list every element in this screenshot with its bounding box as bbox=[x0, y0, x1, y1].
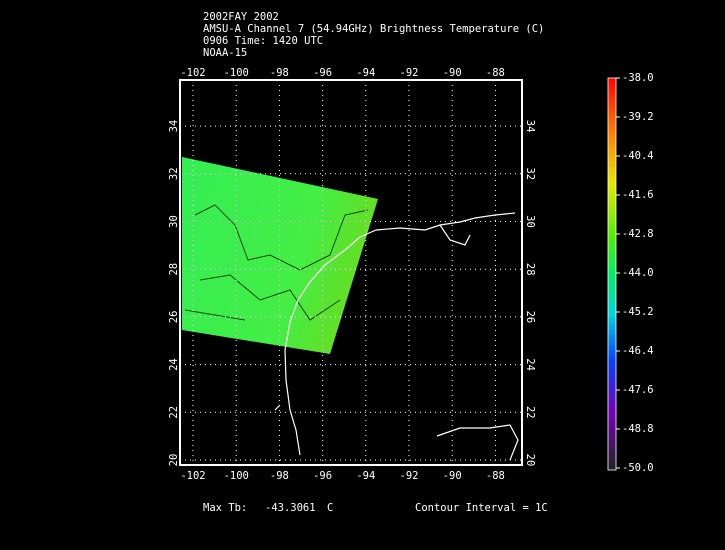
lat-label: 32 bbox=[168, 167, 180, 180]
colorbar-label: -47.6 bbox=[622, 384, 654, 396]
lat-label: 20 bbox=[524, 454, 536, 467]
lat-label: 26 bbox=[168, 311, 180, 324]
lon-label: -102 bbox=[180, 67, 205, 79]
lon-label: -98 bbox=[270, 470, 289, 482]
lat-label: 32 bbox=[524, 167, 536, 180]
satellite-swath bbox=[182, 157, 378, 354]
lat-label: 28 bbox=[524, 263, 536, 276]
map-frame bbox=[179, 79, 523, 466]
lon-label: -100 bbox=[224, 67, 249, 79]
header-line: 0906 Time: 1420 UTC bbox=[203, 35, 323, 47]
lat-label: 20 bbox=[168, 454, 180, 467]
colorbar-label: -42.8 bbox=[622, 228, 654, 240]
colorbar-label: -41.6 bbox=[622, 189, 654, 201]
contour-interval: Contour Interval = 1C bbox=[415, 502, 548, 514]
lon-label: -96 bbox=[313, 470, 332, 482]
colorbar-label: -48.8 bbox=[622, 423, 654, 435]
lon-label: -90 bbox=[443, 67, 462, 79]
lon-label: -98 bbox=[270, 67, 289, 79]
lon-label: -94 bbox=[356, 67, 375, 79]
lon-label: -88 bbox=[486, 470, 505, 482]
header-line: 2002FAY 2002 bbox=[203, 11, 279, 23]
header-line: AMSU-A Channel 7 (54.94GHz) Brightness T… bbox=[203, 23, 544, 35]
lat-label: 28 bbox=[168, 263, 180, 276]
lon-label: -92 bbox=[400, 470, 419, 482]
colorbar-label: -39.2 bbox=[622, 111, 654, 123]
colorbar-label: -45.2 bbox=[622, 306, 654, 318]
lon-label: -88 bbox=[486, 67, 505, 79]
lon-label: -94 bbox=[356, 470, 375, 482]
max-label: Max Tb: bbox=[203, 502, 247, 514]
colorbar-label: -44.0 bbox=[622, 267, 654, 279]
max-value: -43.3061 bbox=[265, 502, 316, 514]
colorbar-label: -50.0 bbox=[622, 462, 654, 474]
colorbar bbox=[607, 77, 617, 471]
header-line: NOAA-15 bbox=[203, 47, 247, 59]
lon-label: -92 bbox=[400, 67, 419, 79]
lon-label: -100 bbox=[224, 470, 249, 482]
lat-label: 26 bbox=[524, 311, 536, 324]
lon-label: -102 bbox=[180, 470, 205, 482]
max-unit: C bbox=[327, 502, 333, 514]
colorbar-label: -38.0 bbox=[622, 72, 654, 84]
lat-label: 22 bbox=[168, 406, 180, 419]
lat-label: 34 bbox=[524, 120, 536, 133]
lat-label: 24 bbox=[524, 358, 536, 371]
colorbar-label: -40.4 bbox=[622, 150, 654, 162]
colorbar-label: -46.4 bbox=[622, 345, 654, 357]
lat-label: 30 bbox=[168, 215, 180, 228]
lat-label: 34 bbox=[168, 120, 180, 133]
lon-label: -90 bbox=[443, 470, 462, 482]
lat-label: 24 bbox=[168, 358, 180, 371]
coastline bbox=[274, 212, 519, 461]
lon-label: -96 bbox=[313, 67, 332, 79]
lat-label: 22 bbox=[524, 406, 536, 419]
lat-label: 30 bbox=[524, 215, 536, 228]
